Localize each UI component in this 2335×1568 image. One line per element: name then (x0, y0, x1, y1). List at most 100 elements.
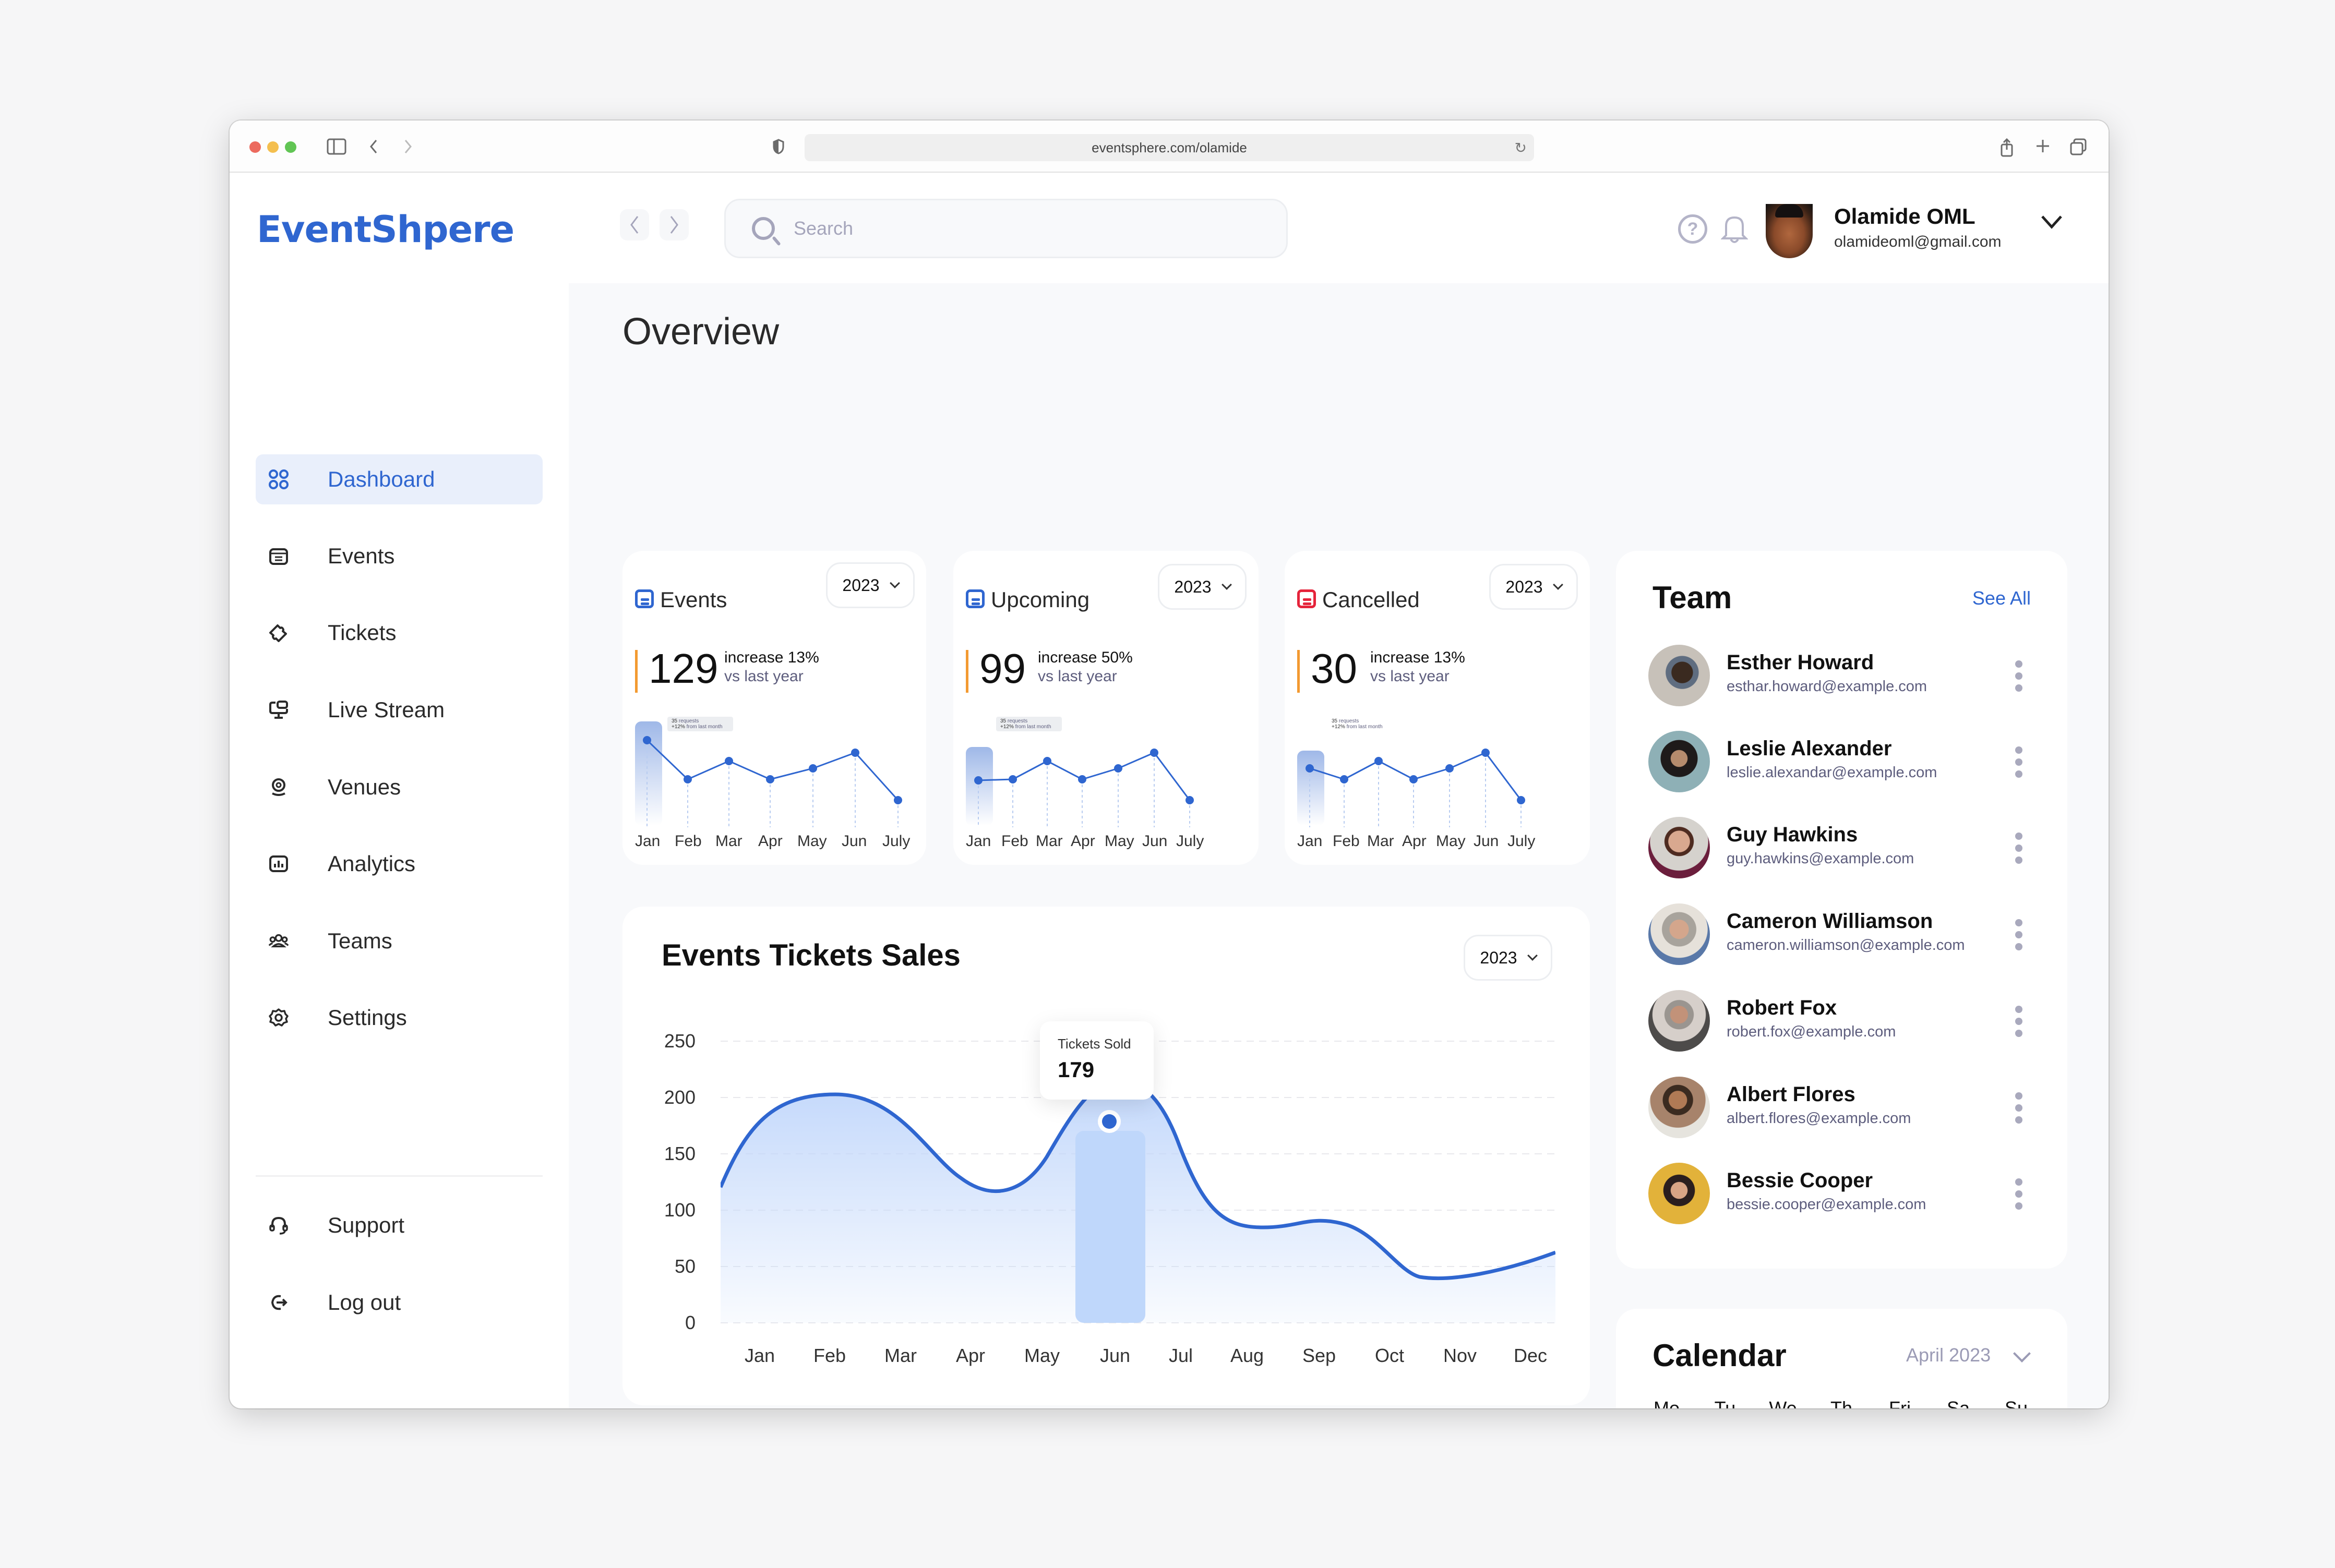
sidebar-item-venues[interactable]: Venues (256, 762, 543, 812)
team-card: Team See All Esther Howard esthar.howard… (1616, 551, 2067, 1269)
sidebar-item-live-stream[interactable]: Live Stream (256, 685, 543, 735)
more-options-icon[interactable] (2014, 660, 2024, 692)
sidebar: Dashboard Events Tickets Live Stream (230, 283, 569, 1314)
calendar-card: Calendar April 2023 Mo Tu We Th Fri Sa S… (1616, 1309, 2067, 1408)
team-member[interactable]: Cameron Williamson cameron.williamson@ex… (1648, 903, 2040, 966)
sidebar-item-teams[interactable]: Teams (256, 916, 543, 966)
member-name: Guy Hawkins (1727, 823, 1858, 846)
sparkline-note: 35 requests +12% from last month (1000, 718, 1051, 730)
chevron-left-icon (630, 216, 639, 234)
year-select[interactable]: 2023 (1158, 564, 1247, 610)
nav-forward-button[interactable] (660, 209, 689, 240)
sidebar-item-tickets[interactable]: Tickets (256, 608, 543, 658)
share-icon[interactable] (1999, 138, 2014, 160)
new-tab-icon[interactable] (2035, 138, 2051, 157)
search-input[interactable] (794, 218, 1211, 239)
sidebar-item-dashboard[interactable]: Dashboard (256, 454, 543, 504)
ticket-icon (268, 622, 289, 643)
y-tick: 0 (685, 1312, 696, 1333)
year-select[interactable]: 2023 (1489, 564, 1578, 610)
member-email: leslie.alexandar@example.com (1727, 764, 1937, 781)
sidebar-item-analytics[interactable]: Analytics (256, 839, 543, 889)
sidebar-item-logout[interactable]: Log out (256, 1277, 543, 1328)
team-icon (268, 931, 289, 951)
calendar-month-select[interactable]: April 2023 (1906, 1344, 1991, 1366)
user-menu-chevron-icon[interactable] (2040, 214, 2062, 235)
x-tick: Feb (1001, 833, 1028, 850)
sidebar-item-events[interactable]: Events (256, 531, 543, 581)
sidebar-item-label: Live Stream (328, 697, 445, 722)
team-member[interactable]: Esther Howard esthar.howard@example.com (1648, 645, 2040, 707)
chevron-down-icon (889, 578, 900, 588)
team-title: Team (1653, 580, 1732, 615)
sidebar-item-label: Log out (328, 1290, 401, 1314)
x-tick: Jun (1142, 833, 1168, 850)
year-select[interactable]: 2023 (826, 562, 915, 608)
more-options-icon[interactable] (2014, 1006, 2024, 1037)
y-tick: 150 (664, 1143, 696, 1164)
sidebar-item-label: Tickets (328, 620, 397, 645)
weekday-label: We (1769, 1397, 1797, 1408)
stat-title: Cancelled (1322, 587, 1420, 612)
sidebar-item-settings[interactable]: Settings (256, 993, 543, 1043)
chart-tooltip: Tickets Sold 179 (1040, 1021, 1154, 1100)
sidebar-item-label: Analytics (328, 851, 416, 876)
more-options-icon[interactable] (2014, 1178, 2024, 1210)
search-bar[interactable] (724, 199, 1288, 258)
chevron-down-icon[interactable] (2013, 1345, 2031, 1362)
privacy-shield-icon[interactable] (772, 138, 785, 158)
browser-back-icon[interactable] (368, 138, 379, 158)
x-tick: Apr (1071, 833, 1095, 850)
sparkline-note: 35 requests +12% from last month (1332, 718, 1383, 730)
team-member[interactable]: Albert Flores albert.flores@example.com (1648, 1077, 2040, 1139)
close-window-button[interactable] (249, 141, 261, 153)
x-tick: Sep (1302, 1345, 1336, 1366)
stat-comparison: vs last year (724, 668, 804, 685)
weekday-label: Tu (1714, 1397, 1736, 1408)
reload-icon[interactable]: ↻ (1514, 140, 1527, 156)
user-avatar[interactable] (1766, 204, 1813, 258)
sidebar-divider (256, 1175, 543, 1177)
sidebar-item-label: Dashboard (328, 467, 435, 491)
team-member[interactable]: Robert Fox robert.fox@example.com (1648, 990, 2040, 1053)
app-logo[interactable]: EventShpere (257, 208, 514, 251)
sidebar-toggle-icon[interactable] (327, 138, 346, 158)
x-tick: Oct (1374, 1345, 1405, 1366)
more-options-icon[interactable] (2014, 919, 2024, 950)
notification-bell-icon[interactable] (1720, 214, 1749, 244)
more-options-icon[interactable] (2014, 1092, 2024, 1124)
sidebar-item-label: Teams (328, 928, 392, 953)
stat-change: increase 13% (724, 649, 819, 666)
more-options-icon[interactable] (2014, 746, 2024, 778)
team-member[interactable]: Bessie Cooper bessie.cooper@example.com (1648, 1163, 2040, 1225)
member-email: esthar.howard@example.com (1727, 678, 1927, 695)
year-value: 2023 (842, 575, 880, 595)
address-bar[interactable]: eventsphere.com/olamide ↻ (805, 134, 1534, 161)
x-tick: July (1507, 833, 1536, 850)
help-icon[interactable]: ? (1678, 214, 1707, 244)
tab-overview-icon[interactable] (2069, 138, 2087, 159)
member-email: bessie.cooper@example.com (1727, 1196, 1926, 1213)
nav-back-button[interactable] (620, 209, 649, 240)
sparkline-chart (635, 717, 902, 827)
minimize-window-button[interactable] (267, 141, 279, 153)
member-name: Cameron Williamson (1727, 910, 1933, 933)
sidebar-item-support[interactable]: Support (256, 1200, 543, 1250)
team-member[interactable]: Leslie Alexander leslie.alexandar@exampl… (1648, 731, 2040, 793)
browser-window: eventsphere.com/olamide ↻ EventShpere (230, 120, 2109, 1408)
browser-forward-icon[interactable] (403, 138, 413, 158)
sparkline-note: 35 requests +12% from last month (672, 718, 723, 730)
x-tick: Dec (1513, 1345, 1548, 1366)
year-select[interactable]: 2023 (1464, 935, 1552, 981)
x-tick: May (1024, 1345, 1060, 1366)
more-options-icon[interactable] (2014, 833, 2024, 864)
x-tick: Apr (758, 833, 783, 850)
x-tick: Mar (884, 1345, 917, 1366)
chevron-down-icon (1527, 950, 1538, 961)
page-title: Overview (622, 311, 780, 353)
team-member[interactable]: Guy Hawkins guy.hawkins@example.com (1648, 817, 2040, 879)
x-tick: Jan (966, 833, 991, 850)
see-all-link[interactable]: See All (1972, 587, 2031, 609)
maximize-window-button[interactable] (285, 141, 296, 153)
